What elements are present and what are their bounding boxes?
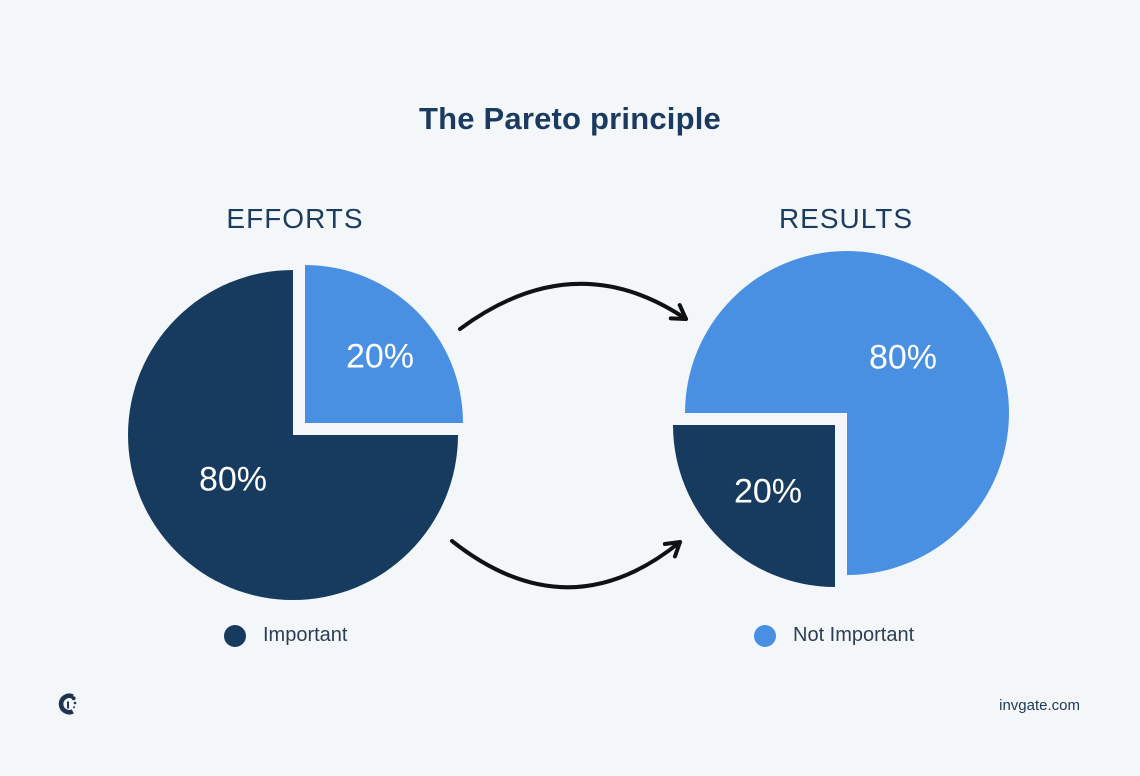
not-important-color-dot-icon	[754, 624, 776, 647]
legend-item-important: Important	[224, 624, 347, 647]
results-major-slice-label: 80%	[868, 338, 938, 377]
efforts-minor-slice-label: 20%	[345, 337, 415, 376]
results-minor-slice-label: 20%	[733, 472, 803, 511]
page-title: The Pareto principle	[418, 101, 721, 136]
efforts-slice-important	[128, 270, 458, 600]
important-color-dot-icon	[224, 624, 246, 647]
legend-item-not-important: Not Important	[754, 624, 914, 647]
top-flow-arrow	[458, 281, 688, 331]
results-slice-important	[673, 425, 835, 587]
efforts-chart-heading: EFFORTS	[226, 203, 364, 234]
website-url: invgate.com	[999, 697, 1080, 714]
results-slice-not-important	[685, 251, 1009, 575]
legend-label-important: Important	[263, 624, 348, 646]
bottom-flow-arrow	[450, 539, 682, 590]
efforts-slice-not-important	[305, 265, 463, 423]
results-chart-heading: RESULTS	[778, 203, 914, 234]
efforts-major-slice-label: 80%	[198, 460, 268, 499]
invgate-logo-icon	[58, 693, 77, 715]
legend-label-not-important: Not Important	[793, 624, 915, 646]
